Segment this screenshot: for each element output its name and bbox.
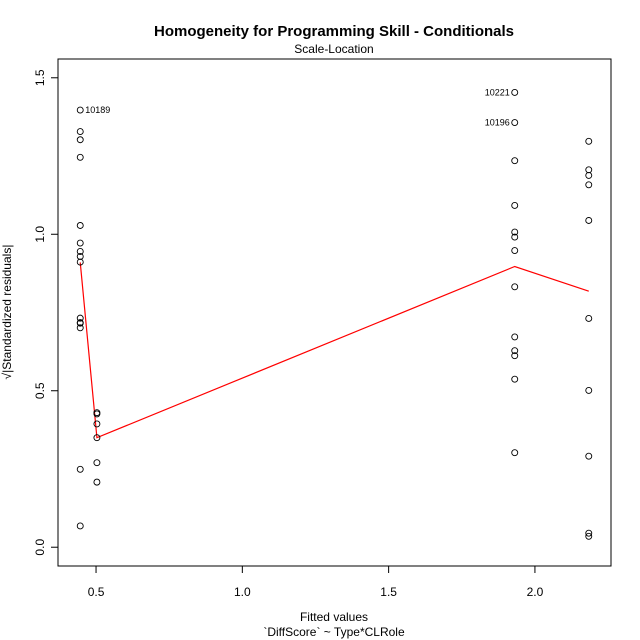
data-point (76, 153, 84, 161)
x-tick-label: 2.0 (527, 585, 544, 599)
data-point (585, 532, 593, 540)
x-axis: 0.5 1.0 1.5 2.0 (88, 565, 544, 599)
point-labels-layer: 10189 10221 10196 (85, 87, 509, 127)
data-point (511, 233, 519, 241)
point-label: 10196 (485, 118, 510, 128)
data-point (585, 137, 593, 145)
x-axis-label: Fitted values (300, 610, 368, 624)
y-tick-label: 0.5 (33, 382, 47, 399)
data-point (76, 258, 84, 266)
data-point (76, 522, 84, 530)
data-point (585, 314, 593, 322)
data-point (511, 202, 519, 209)
data-point (93, 459, 101, 467)
data-point (76, 314, 84, 322)
y-axis: 0.0 0.5 1.0 1.5 (33, 69, 59, 556)
data-point (76, 465, 84, 473)
data-point (93, 434, 101, 442)
data-point (76, 324, 84, 332)
data-point (76, 136, 84, 144)
x-tick-label: 1.0 (234, 585, 251, 599)
data-point (511, 157, 519, 165)
smooth-line (79, 262, 589, 439)
data-point (585, 386, 593, 394)
data-point (511, 89, 519, 96)
y-axis-label: √|Standardized residuals| (0, 245, 14, 380)
y-tick-label: 1.5 (33, 69, 47, 86)
data-point (585, 181, 593, 189)
y-tick-label: 0.0 (33, 539, 47, 556)
data-point (76, 106, 84, 114)
data-point (76, 128, 84, 136)
data-point (585, 171, 593, 179)
data-point (93, 420, 101, 428)
data-point (511, 352, 519, 360)
data-point (511, 247, 519, 254)
data-point (585, 217, 593, 224)
data-point (93, 410, 101, 418)
x-tick-label: 1.5 (380, 585, 397, 599)
data-point (76, 248, 84, 255)
x-axis-sublabel: `DiffScore` ~ Type*CLRole (263, 625, 405, 639)
y-tick-label: 1.0 (33, 226, 47, 243)
data-point (511, 449, 519, 457)
data-point (76, 319, 84, 327)
data-point (585, 529, 593, 537)
data-point (511, 375, 519, 383)
data-point (76, 239, 84, 247)
x-tick-label: 0.5 (88, 585, 105, 599)
points-layer (76, 89, 593, 540)
data-point (511, 347, 519, 355)
data-point (511, 333, 519, 341)
chart-subtitle: Scale-Location (294, 42, 373, 56)
data-point (511, 228, 519, 236)
data-point (93, 478, 101, 486)
data-point (511, 283, 519, 291)
chart-title: Homogeneity for Programming Skill - Cond… (154, 23, 514, 40)
data-point (76, 222, 84, 229)
data-point (511, 119, 519, 126)
smooth-line-layer (79, 262, 589, 439)
data-point (585, 452, 593, 460)
point-label: 10189 (85, 105, 110, 115)
point-label: 10221 (485, 87, 510, 97)
